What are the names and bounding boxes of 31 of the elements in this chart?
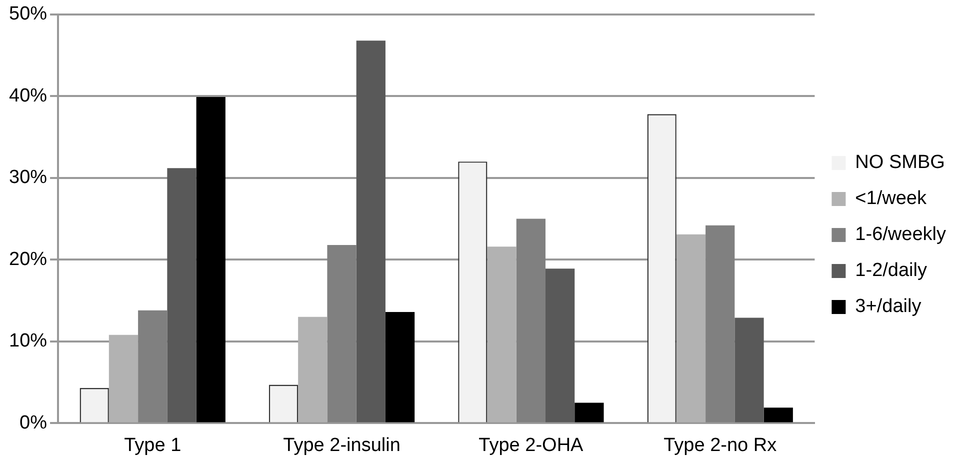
bar xyxy=(385,312,415,422)
bar xyxy=(706,225,735,422)
bar xyxy=(327,244,356,422)
x-tick-label: Type 2-OHA xyxy=(478,434,584,456)
y-tick-label: 20% xyxy=(8,248,48,270)
x-tick-label: Type 2-no Rx xyxy=(664,434,778,456)
bar xyxy=(138,310,168,422)
y-tick-label: 10% xyxy=(8,330,48,352)
y-tick-label: 30% xyxy=(8,167,48,188)
y-tick-label: 40% xyxy=(8,85,48,106)
bar xyxy=(298,316,328,422)
bar xyxy=(487,246,516,422)
legend-label: 3+/daily xyxy=(855,296,922,318)
x-tick-label: Type 2-insulin xyxy=(283,434,400,456)
bar xyxy=(676,234,706,422)
legend-label: NO SMBG xyxy=(855,152,945,174)
bar xyxy=(108,334,138,422)
y-tick-label: 50% xyxy=(8,4,48,25)
bar xyxy=(734,318,764,422)
bar xyxy=(574,402,604,422)
bar xyxy=(764,408,793,422)
legend-label: 1-6/weekly xyxy=(855,224,946,246)
bar xyxy=(516,218,546,422)
x-tick-label: Type 1 xyxy=(124,434,182,456)
bar xyxy=(356,40,386,422)
bar xyxy=(167,168,196,422)
bar xyxy=(546,268,575,422)
bar xyxy=(196,96,226,422)
legend-label: <1/week xyxy=(855,188,927,210)
y-tick-label: 0% xyxy=(20,412,48,434)
legend-label: 1-2/daily xyxy=(855,260,928,282)
